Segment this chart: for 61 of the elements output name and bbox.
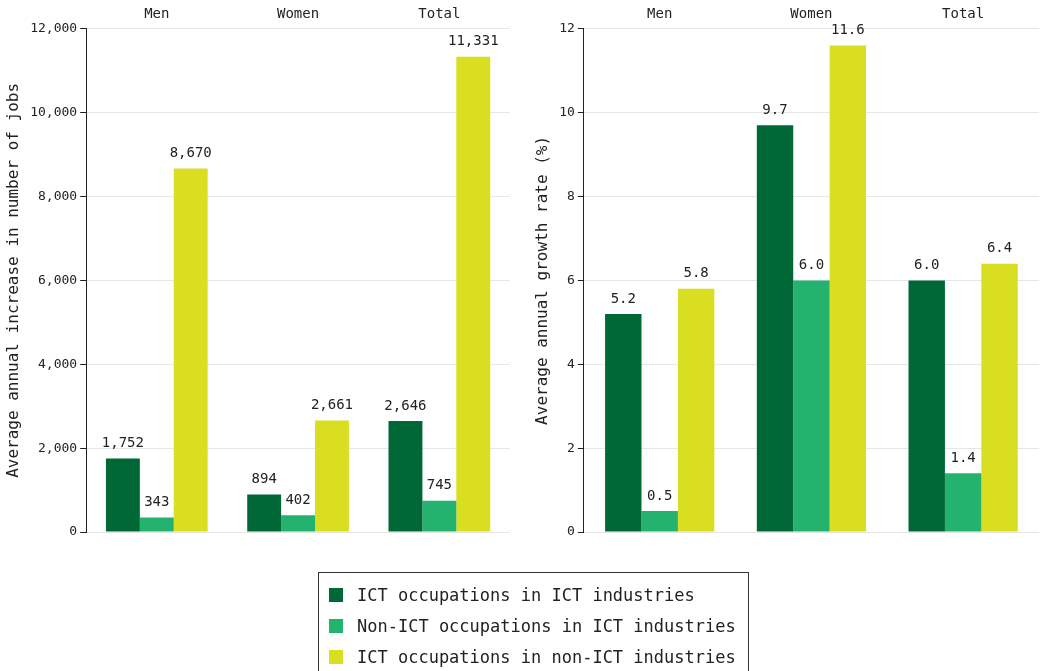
data-label: 1,752 <box>101 434 144 451</box>
bar <box>756 125 794 532</box>
data-label: 11,331 <box>447 32 499 49</box>
data-label: 2,646 <box>384 396 427 413</box>
legend-label: ICT occupations in non-ICT industries <box>357 646 736 667</box>
bar <box>677 288 715 532</box>
y-tick-label: 8,000 <box>38 187 78 203</box>
y-axis-title: Average annual growth rate (%) <box>531 135 551 425</box>
bar <box>944 473 982 532</box>
x-tick-label: Total <box>942 5 985 22</box>
data-label: 8,670 <box>169 144 212 161</box>
legend-label: Non-ICT occupations in ICT industries <box>357 615 736 636</box>
y-tick-label: 4 <box>567 355 576 371</box>
data-label: 402 <box>285 490 311 507</box>
y-tick-label: 6,000 <box>38 271 78 287</box>
data-label: 894 <box>251 470 277 487</box>
y-tick-label: 4,000 <box>38 355 78 371</box>
y-tick-label: 12 <box>559 20 575 36</box>
data-label: 5.2 <box>610 289 636 306</box>
y-tick-label: 10 <box>559 104 575 120</box>
x-tick-label: Men <box>647 5 673 22</box>
x-tick-label: Women <box>790 5 833 22</box>
y-tick-label: 8 <box>567 187 575 203</box>
y-axis-title: Average annual increase in number of jobs <box>2 82 22 478</box>
y-tick-label: 2 <box>567 439 575 455</box>
data-label: 11.6 <box>830 21 865 38</box>
y-tick-label: 2,000 <box>38 439 78 455</box>
bar <box>908 280 945 532</box>
data-label: 6.4 <box>986 239 1013 256</box>
legend-label: ICT occupations in ICT industries <box>357 584 695 605</box>
y-tick-label: 0 <box>567 523 575 539</box>
bar <box>641 511 678 532</box>
y-tick-label: 6 <box>567 271 575 287</box>
data-label: 0.5 <box>647 486 673 503</box>
bar <box>315 420 349 532</box>
bar <box>981 263 1018 532</box>
data-label: 2,661 <box>310 396 354 413</box>
data-label: 1.4 <box>950 448 976 465</box>
data-label: 6.0 <box>914 256 940 273</box>
bar <box>139 517 174 532</box>
bar <box>388 421 423 532</box>
data-label: 745 <box>426 476 453 493</box>
bar <box>247 494 282 532</box>
bar <box>829 45 867 532</box>
x-tick-label: Total <box>418 5 461 22</box>
bar <box>422 500 457 532</box>
bar <box>281 515 316 532</box>
bar <box>605 313 642 532</box>
y-tick-label: 10,000 <box>30 104 78 120</box>
data-label: 343 <box>144 493 170 510</box>
x-tick-label: Men <box>144 5 170 22</box>
data-label: 5.8 <box>683 264 709 281</box>
data-label: 9.7 <box>762 100 788 117</box>
bar <box>173 168 208 532</box>
bar <box>456 56 491 532</box>
y-tick-label: 12,000 <box>30 20 78 36</box>
x-tick-label: Women <box>277 5 320 22</box>
y-tick-label: 0 <box>69 523 78 539</box>
bar <box>793 280 830 532</box>
data-label: 6.0 <box>798 256 825 273</box>
bar <box>105 458 140 532</box>
